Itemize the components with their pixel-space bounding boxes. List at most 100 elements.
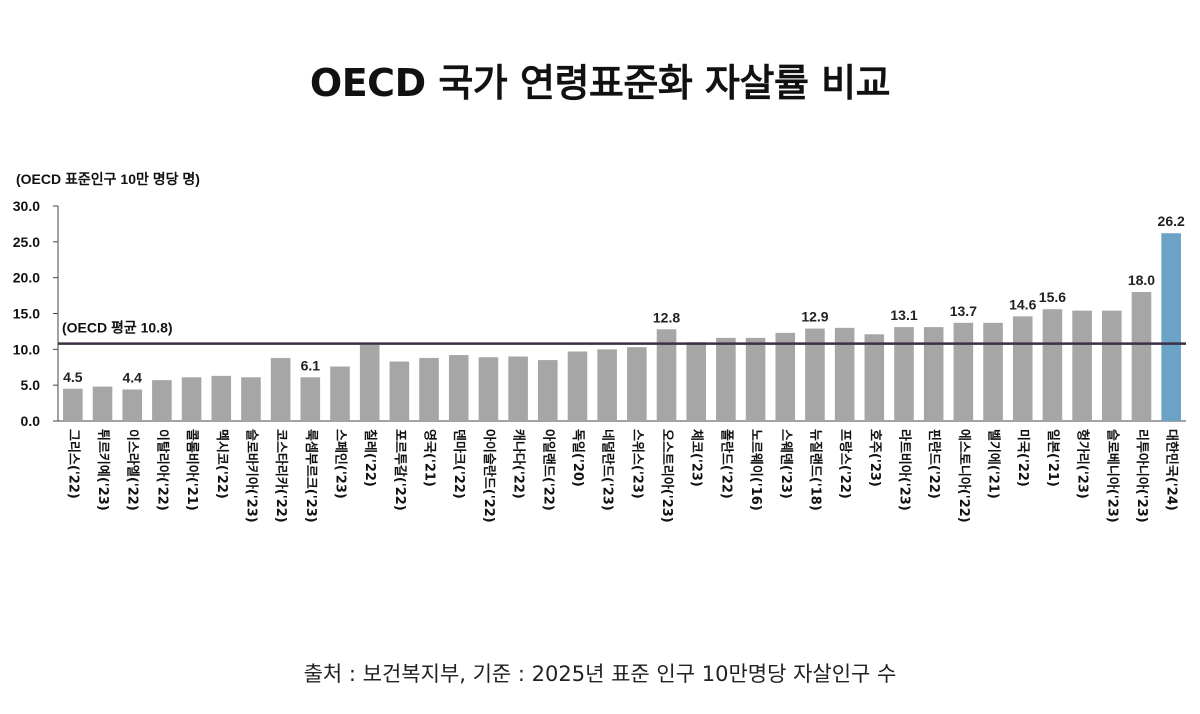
bar — [152, 380, 172, 421]
x-tick-label: 헝가리('23) — [1075, 429, 1091, 499]
bar — [270, 357, 291, 421]
data-label: 12.9 — [801, 309, 828, 325]
bar — [745, 337, 766, 421]
x-tick-label: 포르투갈('22) — [392, 429, 407, 511]
bar — [241, 377, 261, 421]
bar — [1042, 309, 1063, 421]
bar — [211, 375, 232, 421]
bar — [894, 327, 914, 421]
x-tick-label: 벨기에('21) — [986, 429, 1002, 499]
x-tick-label: 룩셈부르크('23) — [303, 429, 318, 523]
bar — [63, 388, 83, 421]
x-tick-label: 프랑스('22) — [837, 429, 852, 499]
data-label: 18.0 — [1128, 272, 1155, 288]
data-label: 4.4 — [122, 369, 142, 385]
x-tick-label: 독일('20) — [570, 429, 585, 487]
x-tick-label: 뉴질랜드('18) — [807, 429, 823, 511]
data-label: 13.1 — [890, 307, 917, 323]
data-label: 14.6 — [1009, 296, 1036, 312]
bar — [567, 351, 588, 421]
bar — [448, 355, 469, 421]
x-tick-label: 에스토니아('22) — [956, 429, 972, 523]
x-tick-label: 덴마크('22) — [451, 429, 467, 499]
x-tick-label: 스웨덴('23) — [778, 429, 794, 499]
x-tick-label: 아일랜드('22) — [540, 429, 556, 511]
data-label: 26.2 — [1158, 213, 1185, 229]
x-tick-label: 폴란드('22) — [718, 429, 733, 499]
oecd-average-label: (OECD 평균 10.8) — [62, 320, 173, 336]
bar — [1131, 292, 1152, 421]
y-axis-label: (OECD 표준인구 10만 명당 명) — [16, 171, 200, 187]
y-tick-label: 15.0 — [13, 306, 40, 322]
bar — [330, 366, 350, 421]
x-tick-label: 체코('23) — [689, 429, 704, 487]
bar — [953, 322, 974, 421]
bar — [627, 347, 647, 421]
bar — [1101, 310, 1122, 421]
reference-line-group: (OECD 평균 10.8) — [58, 320, 1186, 345]
x-tick-label: 아이슬란드('22) — [481, 429, 497, 523]
x-tick-label: 그리스('22) — [65, 429, 81, 499]
bar — [983, 322, 1003, 421]
bar — [419, 357, 439, 421]
x-tick-label: 멕시코('22) — [214, 429, 230, 499]
bar — [923, 327, 944, 421]
x-tick-label: 이탈리아('22) — [154, 429, 170, 511]
x-tick-label: 캐나다('22) — [511, 429, 527, 499]
data-label: 15.6 — [1039, 289, 1066, 305]
x-tick-label: 슬로베니아('23) — [1104, 429, 1120, 523]
bar — [300, 377, 321, 421]
data-label: 4.5 — [63, 369, 83, 385]
data-labels: 4.5 4.4 6.1 12.8 12.9 13.1 13.7 14.6 15.6 18.0 26.… — [63, 213, 1185, 385]
x-tick-label: 호주('23) — [867, 429, 882, 487]
source-note: 출처 : 보건복지부, 기준 : 2025년 표준 인구 10만명당 자살인구 … — [303, 662, 897, 686]
data-label: 13.7 — [950, 303, 977, 319]
bar — [537, 360, 558, 421]
y-tick-label: 20.0 — [13, 270, 40, 286]
x-tick-label: 네덜란드('23) — [600, 429, 616, 511]
x-tick-label: 코스타리카('22) — [273, 429, 289, 523]
x-tick-label: 스페인('23) — [333, 429, 349, 499]
bar — [834, 327, 855, 421]
bar — [864, 334, 885, 421]
y-tick-label: 5.0 — [21, 377, 41, 393]
bar — [656, 329, 677, 421]
bar — [389, 361, 410, 421]
y-tick-label: 25.0 — [13, 234, 40, 250]
x-tick-label: 영국('21) — [422, 429, 437, 487]
bar — [1161, 233, 1181, 421]
x-tick-label: 오스트리아('23) — [659, 429, 675, 523]
x-tick-label: 대한민국('24) — [1164, 429, 1180, 511]
bar — [716, 337, 736, 421]
bar — [122, 389, 143, 421]
bar — [805, 328, 825, 421]
y-tick-label: 0.0 — [21, 413, 41, 429]
bar — [359, 345, 380, 421]
bar — [478, 357, 499, 421]
data-label: 12.8 — [653, 309, 680, 325]
x-tick-label: 이스라엘('22) — [125, 429, 141, 511]
bars — [63, 233, 1181, 421]
bar — [92, 386, 113, 421]
x-tick-label: 일본('21) — [1045, 429, 1060, 487]
bar — [181, 377, 202, 421]
bar — [686, 342, 707, 421]
x-tick-label: 스위스('23) — [629, 429, 644, 499]
x-tick-label: 노르웨이('16) — [748, 429, 764, 511]
bar — [775, 332, 796, 421]
bar — [1072, 310, 1092, 421]
bar — [508, 356, 528, 421]
x-tick-label: 콜롬비아('21) — [184, 429, 200, 511]
x-tick-label: 슬로바키아('23) — [243, 429, 259, 523]
x-tick-label: 리투아니아('23) — [1134, 429, 1150, 523]
y-tick-label: 10.0 — [13, 341, 40, 357]
x-tick-label: 라트비아('23) — [897, 429, 913, 511]
x-tick-label: 칠레('22) — [362, 429, 378, 487]
x-tick-label: 튀르키예('23) — [95, 429, 111, 511]
chart-title: OECD 국가 연령표준화 자살률 비교 — [309, 61, 891, 105]
data-label: 6.1 — [301, 357, 321, 373]
bar — [1012, 316, 1033, 421]
y-tick-label: 30.0 — [13, 198, 40, 214]
bar — [597, 349, 617, 421]
